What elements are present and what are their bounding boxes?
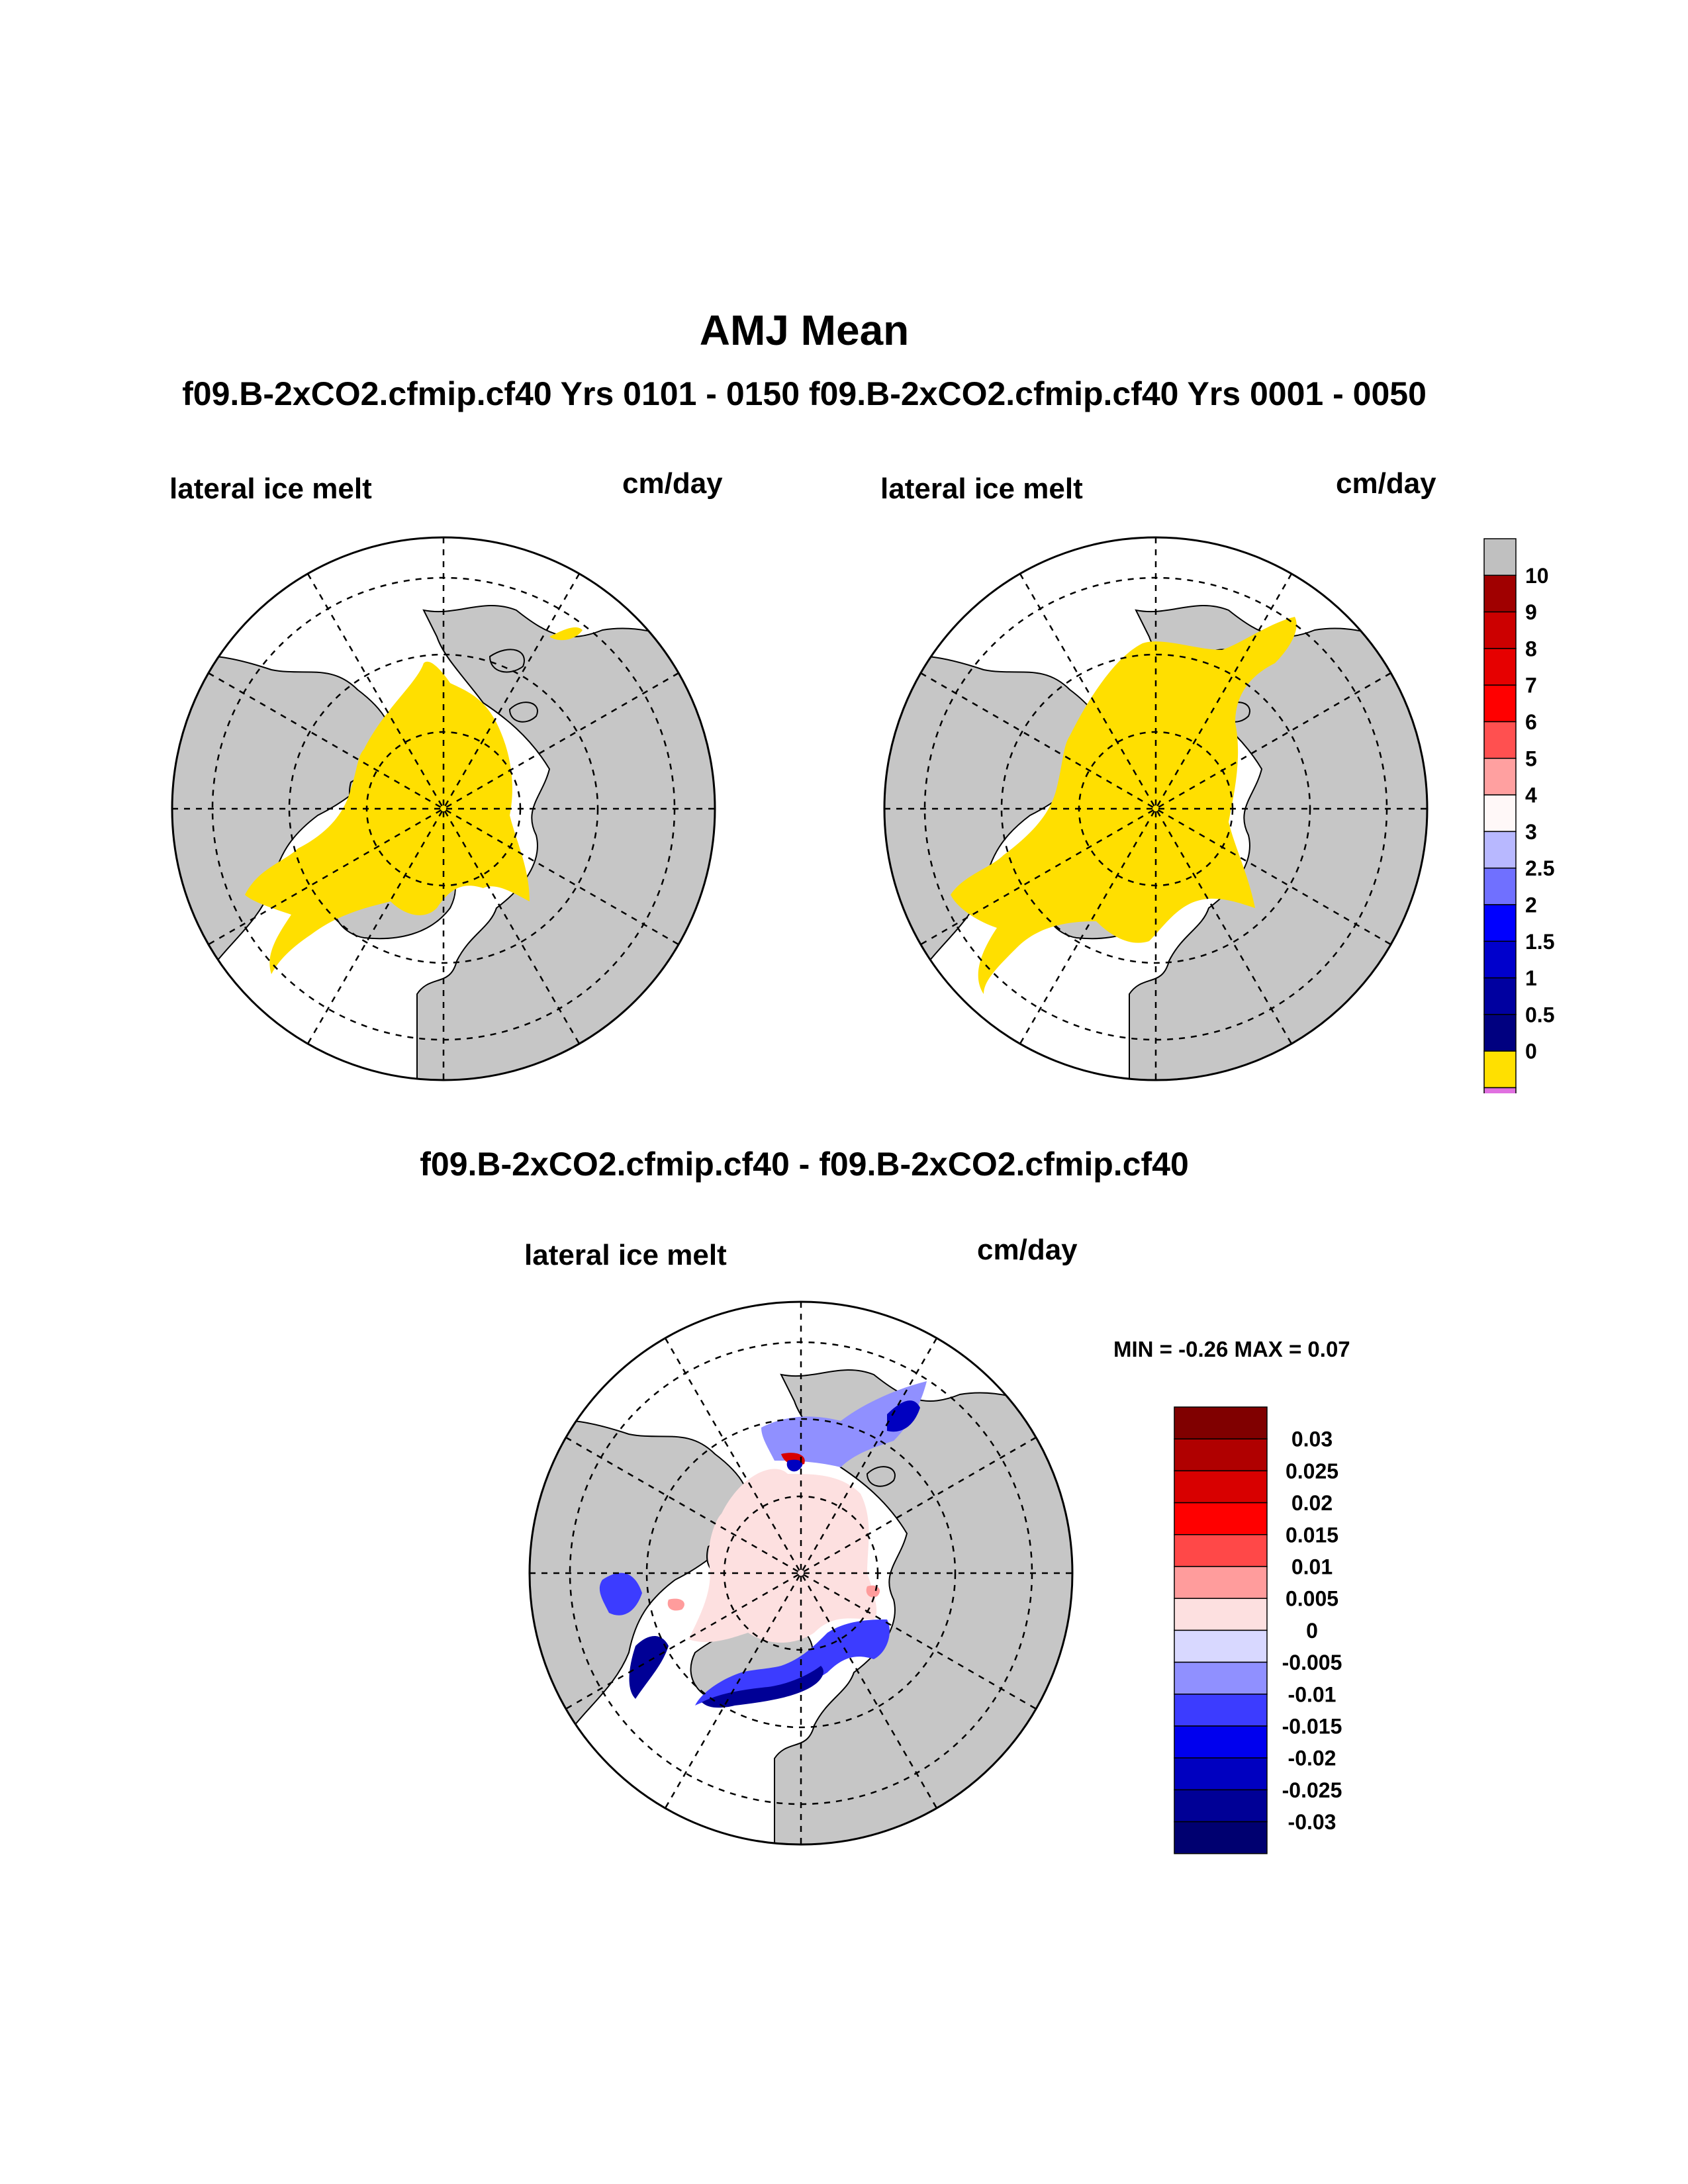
top-colorbar-swatch <box>1483 574 1517 613</box>
diff-colorbar-swatch <box>1174 1789 1268 1823</box>
difference-title: f09.B-2xCO2.cfmip.cf40 - f09.B-2xCO2.cfm… <box>420 1146 1189 1183</box>
diff-negative-region <box>761 1381 927 1467</box>
min-max-readout: MIN = -0.26 MAX = 0.07 <box>1113 1337 1350 1361</box>
top-colorbar-swatch <box>1483 684 1517 723</box>
top-colorbar-label: 9 <box>1525 600 1537 624</box>
diff-colorbar-label: -0.03 <box>1288 1810 1336 1834</box>
panel2-variable-label: lateral ice melt <box>880 473 1083 505</box>
panel2-units-label: cm/day <box>1336 467 1436 500</box>
diff-colorbar-swatch <box>1174 1438 1268 1472</box>
top-colorbar-label: 5 <box>1525 747 1537 770</box>
diff-positive-region <box>688 1469 877 1643</box>
diff-colorbar-label: -0.015 <box>1282 1715 1342 1739</box>
diff-colorbar-label: 0.01 <box>1291 1555 1333 1579</box>
difference-polar-map <box>528 1300 1074 1846</box>
diff-colorbar-swatch <box>1174 1534 1268 1567</box>
top-colorbar-swatch <box>1483 758 1517 796</box>
diff-colorbar-label: -0.025 <box>1282 1778 1342 1802</box>
top-colorbar-swatch <box>1483 977 1517 1015</box>
diff-colorbar-label: -0.01 <box>1288 1682 1336 1706</box>
top-colorbar-swatch <box>1483 1050 1517 1089</box>
top-colorbar: 10 9 8 7 6 5 4 3 2.5 2 1.5 1 0.5 0 <box>1483 538 1554 1093</box>
diff-colorbar-label: -0.02 <box>1288 1747 1336 1770</box>
top-colorbar-swatch <box>1483 940 1517 979</box>
top-colorbar-swatch <box>1483 538 1517 576</box>
diff-colorbar-label: 0.025 <box>1286 1459 1338 1483</box>
panel1-variable-label: lateral ice melt <box>169 473 372 505</box>
top-colorbar-swatch <box>1483 611 1517 649</box>
top-colorbar-swatch <box>1483 1014 1517 1052</box>
diff-colorbar-swatch <box>1174 1566 1268 1599</box>
top-colorbar-swatch <box>1483 904 1517 942</box>
diff-colorbar-swatch <box>1174 1821 1268 1854</box>
figure-title: AMJ Mean <box>699 306 910 354</box>
top-colorbar-label: 4 <box>1525 784 1537 807</box>
top-colorbar-swatch <box>1483 648 1517 686</box>
top-colorbar-swatch <box>1483 721 1517 759</box>
top-colorbar-label: 10 <box>1525 564 1549 588</box>
panel2-polar-map <box>883 536 1429 1081</box>
diff-units-label: cm/day <box>977 1234 1078 1266</box>
diff-colorbar-swatch <box>1174 1470 1268 1504</box>
diff-colorbar-swatch <box>1174 1598 1268 1631</box>
panel1-polar-map <box>171 536 716 1081</box>
diff-colorbar-swatch <box>1174 1757 1268 1791</box>
diff-variable-label: lateral ice melt <box>524 1239 727 1271</box>
diff-colorbar-label: 0.02 <box>1291 1491 1333 1515</box>
diff-colorbar-swatch <box>1174 1661 1268 1695</box>
top-colorbar-label: 0.5 <box>1525 1003 1554 1026</box>
top-colorbar-label: 3 <box>1525 820 1537 844</box>
diff-colorbar-label: 0.005 <box>1286 1587 1338 1611</box>
diff-colorbar-swatch <box>1174 1725 1268 1758</box>
figure-subtitle: f09.B-2xCO2.cfmip.cf40 Yrs 0101 - 0150 f… <box>182 375 1427 412</box>
panel1-sea-ice-region <box>245 661 530 974</box>
top-colorbar-swatch <box>1483 831 1517 869</box>
diff-colorbar-label: -0.005 <box>1282 1651 1342 1674</box>
top-colorbar-swatch <box>1483 867 1517 905</box>
top-colorbar-label: 2.5 <box>1525 856 1554 880</box>
diff-colorbar-label: 0.015 <box>1286 1523 1338 1547</box>
diff-colorbar-label: 0 <box>1306 1619 1318 1643</box>
difference-colorbar: 0.03 0.025 0.02 0.015 0.01 0.005 0 -0.005 -0.01 -… <box>1174 1406 1342 1854</box>
top-colorbar-label: 8 <box>1525 637 1537 660</box>
diff-colorbar-swatch <box>1174 1502 1268 1535</box>
top-colorbar-label: 2 <box>1525 893 1537 917</box>
panel2-sea-ice-region <box>951 617 1297 994</box>
top-colorbar-label: 0 <box>1525 1040 1537 1064</box>
top-colorbar-swatch <box>1483 794 1517 833</box>
diff-colorbar-swatch <box>1174 1694 1268 1727</box>
diff-colorbar-swatch <box>1174 1406 1268 1439</box>
diff-colorbar-swatch <box>1174 1629 1268 1663</box>
diff-colorbar-label: 0.03 <box>1291 1428 1333 1451</box>
top-colorbar-label: 1.5 <box>1525 930 1554 954</box>
top-colorbar-swatch <box>1483 1087 1517 1093</box>
top-colorbar-label: 6 <box>1525 710 1537 734</box>
panel1-units-label: cm/day <box>622 467 723 500</box>
top-colorbar-label: 1 <box>1525 966 1537 990</box>
top-colorbar-label: 7 <box>1525 674 1537 698</box>
